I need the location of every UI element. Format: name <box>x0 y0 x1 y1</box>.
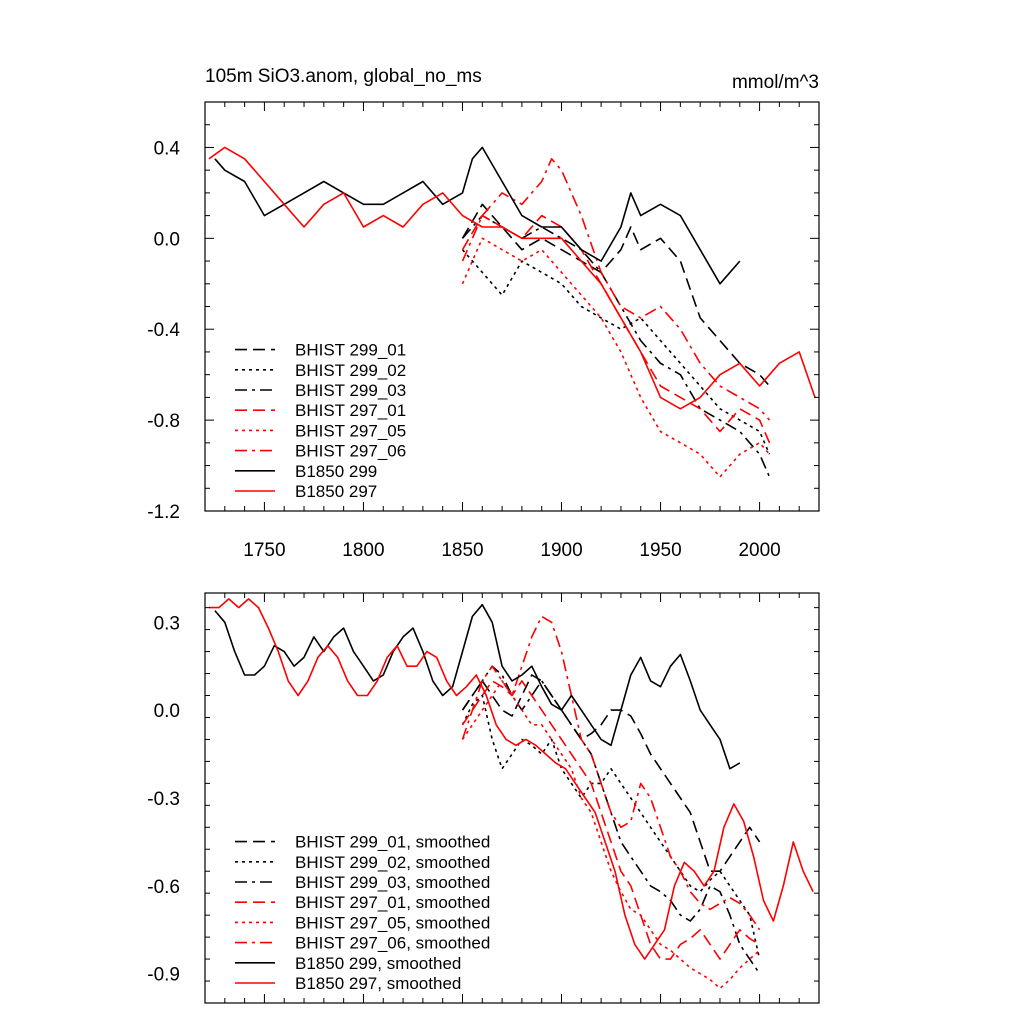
top-legend-label: B1850 297 <box>295 482 377 501</box>
top-y-tick-label: -0.8 <box>147 411 180 432</box>
bottom-line-b1850-297-smoothed <box>209 598 814 960</box>
top-series-group <box>208 146 816 478</box>
top-panel: 105m SiO3.anom, global_no_ms mmol/m^3 0.… <box>147 66 820 561</box>
top-x-tick-label: 1950 <box>639 540 681 561</box>
bottom-legend-label: BHIST 297_05, smoothed <box>295 913 490 932</box>
top-y-tick-label: 0.4 <box>154 138 181 159</box>
top-line-b1850-299 <box>214 146 741 285</box>
top-line-bhist-297-06 <box>461 158 771 421</box>
top-legend-label: BHIST 299_01 <box>295 341 406 360</box>
top-panel-title: 105m SiO3.anom, global_no_ms <box>205 66 482 87</box>
top-line-bhist-299-02 <box>461 249 771 455</box>
bottom-y-tick-label: -0.9 <box>147 965 180 986</box>
top-line-bhist-297-01 <box>461 214 771 444</box>
bottom-legend-label: BHIST 299_02, smoothed <box>295 853 490 872</box>
top-x-tick-label: 1800 <box>342 540 384 561</box>
top-line-bhist-297-05 <box>461 237 771 478</box>
top-x-tick-label: 1850 <box>441 540 483 561</box>
top-x-tick-label: 1750 <box>243 540 285 561</box>
top-line-bhist-299-01 <box>461 203 771 387</box>
bottom-plot-area: 0.3 0.0 -0.3 -0.6 -0.9 BHIST 299_01, smoothed… <box>147 592 820 1004</box>
bottom-panel: 0.3 0.0 -0.3 -0.6 -0.9 BHIST 299_01, smoothed… <box>147 592 820 1004</box>
bottom-y-tick-label: -0.3 <box>147 789 180 810</box>
top-legend-label: BHIST 299_02 <box>295 361 406 380</box>
top-x-tick-labels: 1750 1800 1850 1900 1950 2000 <box>243 540 780 561</box>
top-legend-label: B1850 299 <box>295 462 377 481</box>
top-y-tick-label: 0.0 <box>154 229 180 250</box>
top-legend-label: BHIST 297_01 <box>295 401 406 420</box>
bottom-legend-label: BHIST 297_06, smoothed <box>295 934 490 953</box>
bottom-line-bhist-297-06-smoothed <box>461 615 761 931</box>
bottom-legend-label: BHIST 297_01, smoothed <box>295 893 490 912</box>
bottom-legend-label: B1850 299, smoothed <box>295 954 461 973</box>
bottom-y-tick-label: 0.0 <box>154 701 180 722</box>
top-panel-units: mmol/m^3 <box>732 72 819 93</box>
top-y-tick-label: -0.4 <box>147 320 180 341</box>
bottom-legend-label: BHIST 299_01, smoothed <box>295 833 490 852</box>
bottom-y-tick-label: -0.6 <box>147 877 180 898</box>
top-x-tick-label: 1900 <box>540 540 582 561</box>
bottom-line-bhist-299-01-smoothed <box>461 674 761 872</box>
bottom-line-bhist-297-05-smoothed <box>461 680 761 990</box>
top-line-b1850-297 <box>208 146 816 410</box>
bottom-line-bhist-297-01-smoothed <box>461 680 761 960</box>
bottom-line-b1850-299-smoothed <box>214 603 741 770</box>
top-legend-label: BHIST 297_05 <box>295 421 406 440</box>
top-line-bhist-299-03 <box>461 214 771 478</box>
bottom-legend-label: B1850 297, smoothed <box>295 974 461 993</box>
top-y-tick-label: -1.2 <box>147 502 180 523</box>
top-legend-label: BHIST 299_03 <box>295 381 406 400</box>
top-axis-ticks <box>204 101 820 512</box>
bottom-legend-label: BHIST 299_03, smoothed <box>295 873 490 892</box>
top-y-tick-labels: 0.4 0.0 -0.4 -0.8 -1.2 <box>147 138 180 523</box>
top-plot-area: 0.4 0.0 -0.4 -0.8 -1.2 1750 1800 1850 1900 1950 20… <box>147 101 820 561</box>
bottom-y-tick-labels: 0.3 0.0 -0.3 -0.6 -0.9 <box>147 613 180 985</box>
bottom-series-group <box>209 598 814 990</box>
bottom-line-bhist-299-02-smoothed <box>461 694 761 960</box>
top-x-tick-label: 2000 <box>738 540 780 561</box>
bottom-axis-ticks <box>204 593 820 1004</box>
bottom-y-tick-label: 0.3 <box>154 613 180 634</box>
bottom-plot-frame <box>204 592 820 1004</box>
top-legend-label: BHIST 297_06 <box>295 442 406 461</box>
